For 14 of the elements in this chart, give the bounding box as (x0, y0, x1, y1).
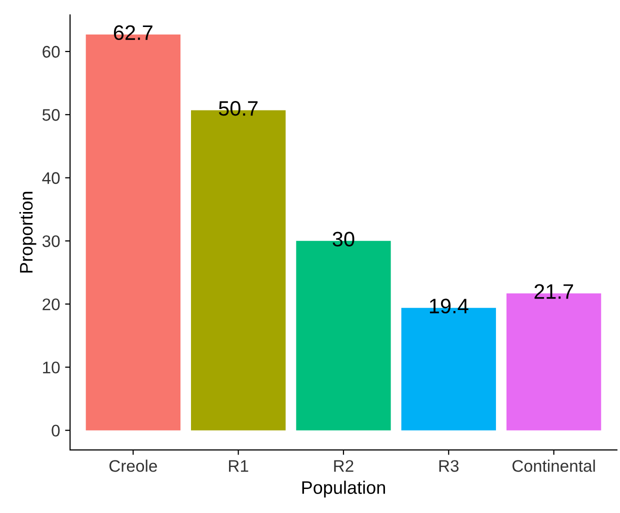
y-tick-label: 0 (52, 424, 60, 437)
y-tick-label: 50 (42, 109, 60, 121)
x-tick-label: Creole (109, 460, 157, 472)
y-tick-label: 10 (43, 362, 60, 374)
x-tick-label: R3 (439, 460, 459, 472)
x-axis-title: Population (302, 480, 385, 498)
y-tick-label: 20 (42, 298, 60, 310)
x-tick-label: R2 (334, 460, 354, 472)
x-tick-label: Continental (512, 460, 595, 472)
y-tick-label: 60 (42, 46, 60, 58)
y-tick-label: 30 (42, 235, 60, 248)
y-tick-label: 40 (42, 172, 60, 184)
x-tick-label: R1 (229, 460, 248, 472)
y-axis-title: Proportion (19, 192, 36, 273)
